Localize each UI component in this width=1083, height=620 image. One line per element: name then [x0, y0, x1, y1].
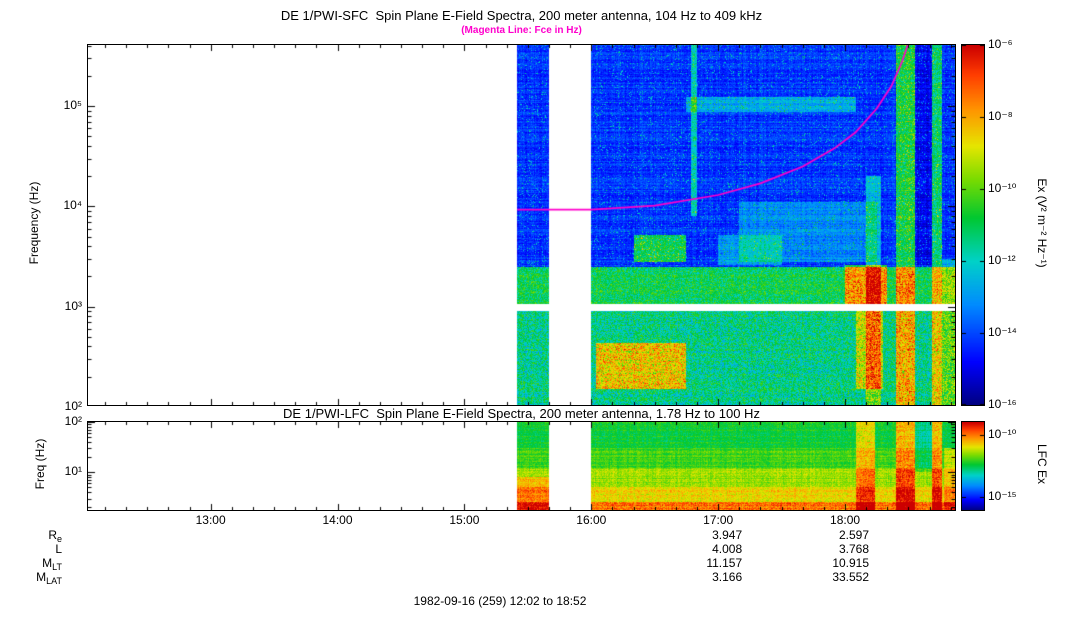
ephemeris-row-label-l: L [18, 542, 62, 560]
sfc-colorbar-tick-label: 10⁻¹² [988, 253, 1016, 267]
sfc-colorbar-tick-label: 10⁻⁸ [988, 109, 1013, 123]
x-tick-label: 16:00 [576, 513, 607, 527]
lfc-colorbar-canvas [962, 422, 984, 510]
ephemeris-label-sub: LT [52, 562, 62, 572]
sfc-colorbar-tick-label: 10⁻¹⁴ [988, 325, 1017, 339]
ephemeris-value: 10.915 [832, 556, 870, 570]
sfc-y-tick-label: 10⁵ [63, 98, 82, 113]
footer-date-range: 1982-09-16 (259) 12:02 to 18:52 [413, 594, 587, 608]
sfc-spectrogram-canvas [88, 45, 955, 405]
ephemeris-label-main: L [55, 542, 62, 556]
sfc-plot-area [87, 44, 956, 406]
ephemeris-value: 3.166 [712, 570, 743, 584]
lfc-colorbar-tick-label: 10⁻¹⁰ [988, 426, 1017, 441]
sfc-colorbar-tick-label: 10⁻⁶ [988, 37, 1013, 51]
ephemeris-value: 3.947 [712, 528, 743, 542]
lfc-spectrogram-canvas [88, 422, 955, 510]
sfc-colorbar-tick-label: 10⁻¹⁰ [988, 181, 1017, 195]
ephemeris-value: 2.597 [839, 528, 870, 542]
ephemeris-label-main: M [36, 570, 47, 584]
ephemeris-row-label-mlat: MLAT [18, 570, 62, 588]
sfc-colorbar-tick-label: 10⁻¹⁶ [988, 397, 1017, 411]
ephemeris-value: 33.552 [832, 570, 870, 584]
sfc-colorbar-canvas [962, 45, 984, 405]
ephemeris-value: 3.768 [839, 542, 870, 556]
ephemeris-label-main: R [48, 528, 57, 542]
x-tick-label: 18:00 [830, 513, 861, 527]
sfc-colorbar [961, 44, 985, 406]
lfc-panel-title: DE 1/PWI-LFC Spin Plane E-Field Spectra,… [283, 406, 760, 421]
x-tick-label: 15:00 [449, 513, 480, 527]
sfc-y-tick-label: 10² [64, 398, 82, 413]
sfc-y-axis-label: Frequency (Hz) [27, 181, 41, 265]
lfc-plot-area [87, 421, 956, 511]
lfc-colorbar-tick-label: 10⁻¹⁵ [988, 489, 1017, 504]
ephemeris-label-sub: LAT [46, 576, 62, 586]
sfc-y-tick-label: 10⁴ [63, 198, 82, 213]
sfc-y-tick-label: 10³ [64, 298, 82, 313]
ephemeris-row-label-re: Re [18, 528, 62, 546]
ephemeris-value: 4.008 [712, 542, 743, 556]
fce-legend-note: (Magenta Line: Fce in Hz) [461, 25, 582, 36]
lfc-colorbar [961, 421, 985, 511]
ephemeris-label-main: M [42, 556, 53, 570]
sfc-panel-title: DE 1/PWI-SFC Spin Plane E-Field Spectra,… [280, 8, 763, 23]
x-tick-label: 14:00 [322, 513, 353, 527]
sfc-colorbar-label: Ex (V² m⁻² Hz⁻¹) [1035, 178, 1049, 268]
ephemeris-label-sub: e [56, 534, 62, 544]
ephemeris-value: 11.157 [706, 556, 743, 570]
lfc-colorbar-label: LFC Ex [1035, 443, 1049, 484]
x-tick-label: 17:00 [703, 513, 734, 527]
lfc-y-tick-label: 10² [64, 414, 82, 428]
ephemeris-row-label-mlt: MLT [18, 556, 62, 574]
lfc-y-tick-label: 10¹ [64, 464, 82, 479]
x-tick-label: 13:00 [195, 513, 226, 527]
